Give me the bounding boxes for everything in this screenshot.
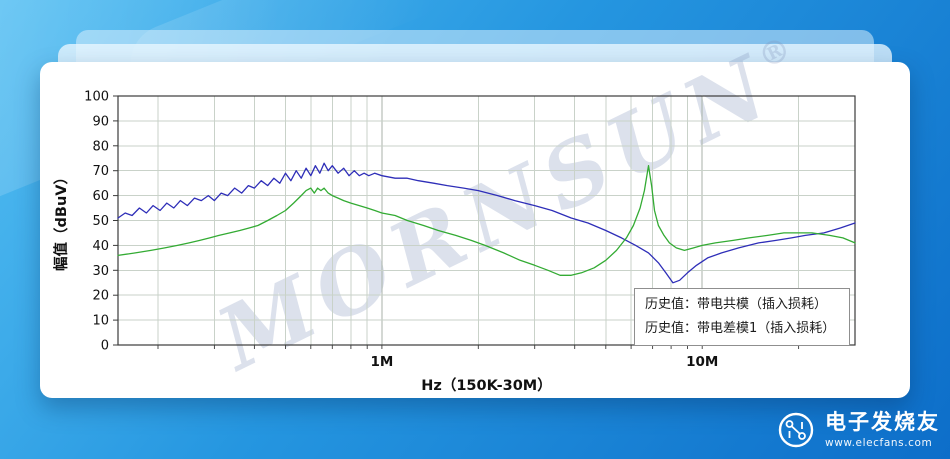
- brand-url: www.elecfans.com: [825, 436, 933, 449]
- svg-text:幅值（dBuV）: 幅值（dBuV）: [52, 170, 70, 271]
- emi-chart-svg: 0 10 20 30 40 50 60 70 80 90 100 1M 10M Hz（150K-30M） 幅…: [52, 90, 856, 394]
- brand-name: 电子发烧友: [825, 410, 940, 435]
- svg-text:50: 50: [92, 214, 109, 229]
- elecfans-logo: 电子发烧友 www.elecfans.com: [775, 409, 940, 451]
- svg-text:10M: 10M: [686, 354, 718, 370]
- svg-text:40: 40: [92, 239, 109, 254]
- svg-text:0: 0: [101, 339, 109, 354]
- svg-text:1M: 1M: [370, 354, 393, 370]
- chart-legend: 历史值：带电共模（插入损耗） 历史值：带电差模1（插入损耗）: [634, 288, 850, 347]
- svg-text:30: 30: [92, 264, 109, 279]
- legend-entry-common-mode: 历史值：带电共模（插入损耗）: [645, 297, 828, 312]
- svg-text:80: 80: [92, 139, 109, 154]
- svg-text:Hz（150K-30M）: Hz（150K-30M）: [421, 376, 551, 394]
- chart-card: MORNSUN® 0 10 20 30 40 50 60 70 80 90 100 1M 10M Hz（1…: [40, 28, 910, 398]
- svg-text:60: 60: [92, 189, 109, 204]
- svg-text:10: 10: [92, 314, 109, 329]
- svg-text:70: 70: [92, 164, 109, 179]
- svg-text:90: 90: [92, 114, 109, 129]
- svg-text:100: 100: [84, 90, 109, 105]
- brand-text: 电子发烧友 www.elecfans.com: [825, 410, 940, 449]
- elecfans-icon: [778, 412, 814, 448]
- svg-text:20: 20: [92, 289, 109, 304]
- legend-entry-differential-mode: 历史值：带电差模1（插入损耗）: [645, 321, 836, 337]
